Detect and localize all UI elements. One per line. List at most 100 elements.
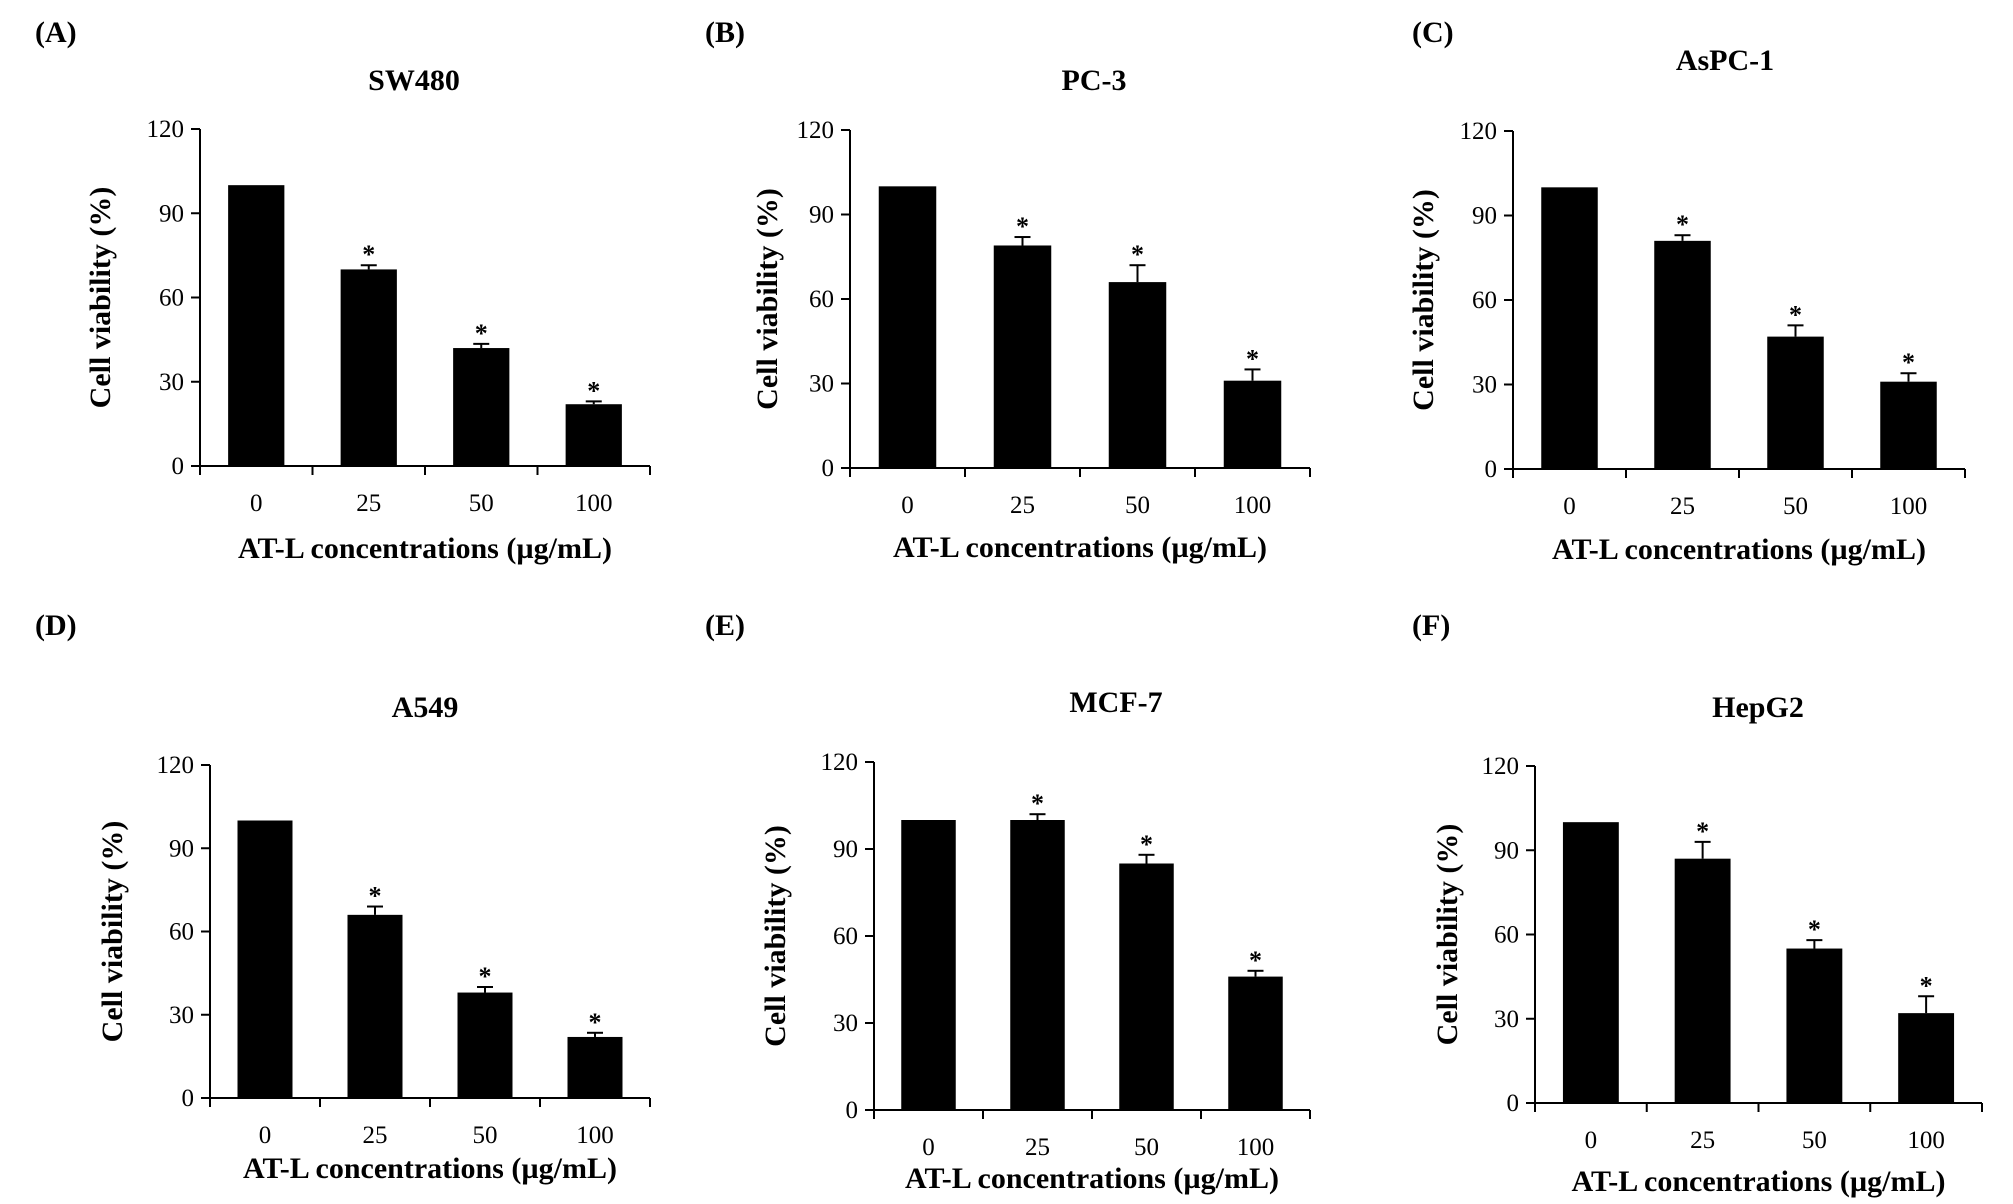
y-tick-label: 60	[833, 923, 858, 950]
bar-100	[565, 404, 622, 466]
x-tick-label: 50	[1125, 492, 1150, 519]
y-axis-label: Cell viability (%)	[751, 188, 784, 410]
y-tick-label: 60	[809, 286, 834, 313]
x-tick-label: 0	[1585, 1127, 1598, 1154]
y-axis-label: Cell viability (%)	[84, 187, 117, 409]
x-axis-label: AT-L concentrations (µg/mL)	[238, 532, 612, 565]
bar-100	[567, 1036, 623, 1098]
x-tick-label: 100	[1237, 1134, 1275, 1161]
bar-25	[1010, 820, 1065, 1110]
bar-0	[1562, 822, 1619, 1103]
significance-mark: *	[475, 319, 488, 348]
x-tick-label: 50	[1134, 1134, 1159, 1161]
chart-panel-4: (D) A549 0 30 60 90 120 0 * 25 * 50 * 100 AT-L concent…	[35, 609, 651, 1185]
significance-mark: *	[1031, 789, 1044, 818]
significance-mark: *	[1789, 300, 1802, 329]
bar-50	[457, 992, 513, 1098]
significance-mark: *	[1696, 817, 1709, 846]
significance-mark: *	[1808, 915, 1821, 944]
chart-panel-6: (F) HepG2 0 30 60 90 120 0 * 25 * 50 * 100 AT-L concen…	[1412, 609, 1983, 1198]
chart-title: A549	[392, 691, 459, 724]
y-tick-label: 120	[797, 117, 835, 144]
bar-50	[1119, 863, 1174, 1110]
x-tick-label: 0	[1563, 493, 1576, 520]
y-tick-label: 30	[169, 1002, 194, 1029]
significance-mark: *	[589, 1008, 602, 1037]
bar-25	[340, 269, 397, 466]
significance-mark: *	[1140, 830, 1153, 859]
significance-mark: *	[479, 962, 492, 991]
y-axis-label: Cell viability (%)	[1407, 189, 1440, 411]
x-axis-label: AT-L concentrations (µg/mL)	[893, 531, 1267, 564]
significance-mark: *	[1920, 971, 1933, 1000]
bar-100	[1880, 381, 1937, 469]
bar-0	[901, 820, 956, 1110]
bar-50	[1767, 336, 1824, 469]
x-tick-label: 25	[1670, 493, 1695, 520]
x-axis-label: AT-L concentrations (µg/mL)	[1572, 1165, 1946, 1198]
y-tick-label: 60	[159, 285, 184, 312]
bar-100	[1228, 976, 1283, 1110]
panel-label: (F)	[1412, 609, 1450, 642]
y-tick-label: 120	[157, 752, 195, 779]
x-axis-label: AT-L concentrations (µg/mL)	[905, 1162, 1279, 1195]
panel-label: (B)	[705, 16, 745, 49]
x-tick-label: 25	[1690, 1127, 1715, 1154]
x-tick-label: 0	[259, 1122, 272, 1149]
y-tick-label: 60	[1494, 922, 1519, 949]
significance-mark: *	[587, 376, 600, 405]
y-tick-label: 120	[1460, 118, 1498, 145]
panel-label: (C)	[1412, 16, 1454, 49]
bar-25	[347, 914, 403, 1098]
y-tick-label: 120	[821, 749, 859, 776]
y-tick-label: 60	[169, 919, 194, 946]
significance-mark: *	[1902, 348, 1915, 377]
x-tick-label: 25	[1010, 492, 1035, 519]
x-axis-label: AT-L concentrations (µg/mL)	[243, 1152, 617, 1185]
y-tick-label: 0	[846, 1097, 859, 1124]
x-tick-label: 100	[1234, 492, 1272, 519]
y-axis-label: Cell viability (%)	[96, 821, 129, 1043]
y-tick-label: 90	[169, 835, 194, 862]
significance-mark: *	[1676, 210, 1689, 239]
panel-label: (E)	[705, 609, 745, 642]
bar-50	[453, 348, 510, 466]
x-tick-label: 100	[1907, 1127, 1945, 1154]
bar-0	[1541, 187, 1598, 470]
chart-title: AsPC-1	[1676, 44, 1774, 77]
y-tick-label: 90	[809, 202, 834, 229]
y-tick-label: 0	[822, 455, 835, 482]
x-tick-label: 50	[1802, 1127, 1827, 1154]
x-tick-label: 25	[363, 1122, 388, 1149]
y-tick-label: 90	[159, 200, 184, 227]
y-tick-label: 120	[1482, 753, 1520, 780]
x-tick-label: 100	[576, 1122, 614, 1149]
y-tick-label: 90	[1494, 837, 1519, 864]
y-axis-label: Cell viability (%)	[1431, 824, 1464, 1046]
bar-100	[1223, 380, 1282, 468]
y-tick-label: 30	[1472, 372, 1497, 399]
chart-title: HepG2	[1712, 691, 1804, 724]
x-tick-label: 0	[922, 1134, 935, 1161]
bar-25	[1674, 858, 1731, 1103]
y-tick-label: 30	[159, 369, 184, 396]
bar-25	[993, 245, 1052, 468]
chart-panel-1: (A) SW480 0 30 60 90 120 0 * 25 * 50 * 100 AT-L concen…	[35, 16, 651, 565]
panel-label: (D)	[35, 609, 77, 642]
y-tick-label: 0	[172, 453, 185, 480]
y-tick-label: 30	[833, 1010, 858, 1037]
y-axis-label: Cell viability (%)	[759, 825, 792, 1047]
significance-mark: *	[1131, 240, 1144, 269]
y-tick-label: 30	[809, 371, 834, 398]
chart-title: SW480	[368, 64, 460, 97]
y-tick-label: 30	[1494, 1006, 1519, 1033]
significance-mark: *	[1249, 946, 1262, 975]
bar-50	[1786, 948, 1843, 1103]
chart-panel-2: (B) PC-3 0 30 60 90 120 0 * 25 * 50 * 100 AT-L concent…	[705, 16, 1311, 564]
x-tick-label: 100	[575, 490, 613, 517]
x-tick-label: 50	[469, 490, 494, 517]
x-tick-label: 0	[901, 492, 914, 519]
bar-0	[237, 820, 293, 1098]
significance-mark: *	[362, 240, 375, 269]
